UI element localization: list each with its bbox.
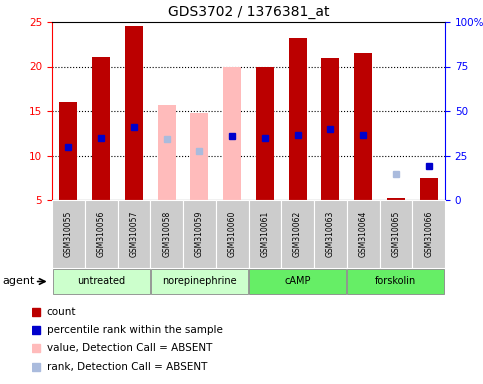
Text: forskolin: forskolin <box>375 276 416 286</box>
Bar <box>412 200 445 268</box>
Bar <box>249 268 346 295</box>
Text: GSM310056: GSM310056 <box>97 211 106 257</box>
Text: GSM310065: GSM310065 <box>391 211 400 257</box>
Bar <box>85 200 117 268</box>
Bar <box>125 26 143 200</box>
Text: value, Detection Call = ABSENT: value, Detection Call = ABSENT <box>47 343 212 353</box>
Bar <box>52 200 85 268</box>
Bar <box>256 66 274 200</box>
Bar <box>223 67 241 200</box>
Text: untreated: untreated <box>77 276 125 286</box>
Text: GSM310060: GSM310060 <box>227 211 237 257</box>
Text: agent: agent <box>2 276 35 286</box>
Bar <box>157 105 176 200</box>
Text: count: count <box>47 306 76 316</box>
Text: rank, Detection Call = ABSENT: rank, Detection Call = ABSENT <box>47 362 207 372</box>
Text: norepinephrine: norepinephrine <box>162 276 237 286</box>
Text: GSM310059: GSM310059 <box>195 211 204 257</box>
Bar <box>380 200 412 268</box>
Bar <box>183 200 216 268</box>
Text: GDS3702 / 1376381_at: GDS3702 / 1376381_at <box>168 5 329 19</box>
Text: GSM310066: GSM310066 <box>424 211 433 257</box>
Bar <box>117 200 150 268</box>
Text: GSM310057: GSM310057 <box>129 211 138 257</box>
Text: GSM310062: GSM310062 <box>293 211 302 257</box>
Bar <box>150 200 183 268</box>
Bar <box>92 57 110 200</box>
Bar <box>190 113 208 200</box>
Bar <box>314 200 347 268</box>
Text: GSM310064: GSM310064 <box>358 211 368 257</box>
Text: cAMP: cAMP <box>284 276 311 286</box>
Bar <box>59 102 77 200</box>
Text: GSM310061: GSM310061 <box>260 211 270 257</box>
Bar <box>216 200 248 268</box>
Bar <box>289 38 307 200</box>
Bar <box>53 268 150 295</box>
Text: percentile rank within the sample: percentile rank within the sample <box>47 325 223 335</box>
Bar <box>347 268 444 295</box>
Text: GSM310063: GSM310063 <box>326 211 335 257</box>
Bar <box>354 53 372 200</box>
Bar <box>321 58 340 200</box>
Bar <box>248 200 281 268</box>
Text: GSM310058: GSM310058 <box>162 211 171 257</box>
Bar <box>387 198 405 200</box>
Bar <box>347 200 380 268</box>
Bar <box>420 178 438 200</box>
Text: GSM310055: GSM310055 <box>64 211 73 257</box>
Bar <box>281 200 314 268</box>
Bar <box>151 268 248 295</box>
